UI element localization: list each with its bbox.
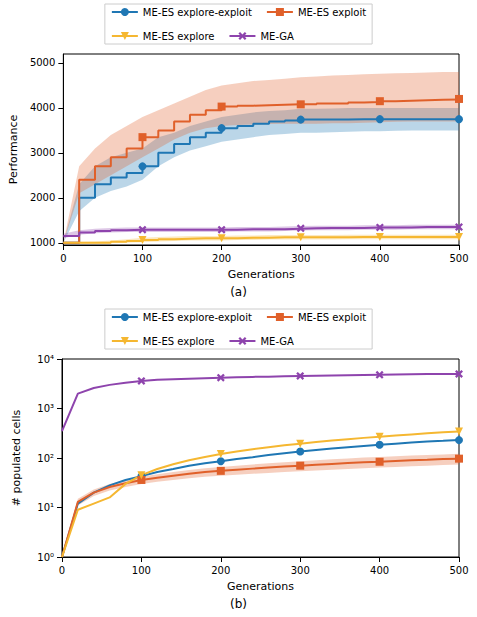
svg-text:ME-ES exploit: ME-ES exploit xyxy=(298,7,366,18)
svg-text:1000: 1000 xyxy=(30,237,55,248)
svg-text:Performance: Performance xyxy=(7,114,20,184)
svg-text:200: 200 xyxy=(211,565,230,576)
svg-text:(b): (b) xyxy=(230,597,247,611)
svg-text:300: 300 xyxy=(291,253,310,264)
svg-text:300: 300 xyxy=(291,565,310,576)
svg-text:(a): (a) xyxy=(230,285,247,299)
svg-text:ME-ES explore-exploit: ME-ES explore-exploit xyxy=(143,312,252,323)
svg-text:Generations: Generations xyxy=(227,580,294,593)
svg-text:10¹: 10¹ xyxy=(37,502,54,513)
svg-text:ME-GA: ME-GA xyxy=(260,336,294,347)
svg-text:100: 100 xyxy=(132,565,151,576)
svg-text:ME-ES exploit: ME-ES exploit xyxy=(298,312,366,323)
svg-text:4000: 4000 xyxy=(30,102,55,113)
svg-text:0: 0 xyxy=(60,253,66,264)
svg-text:ME-ES explore-exploit: ME-ES explore-exploit xyxy=(143,7,252,18)
svg-text:100: 100 xyxy=(133,253,152,264)
svg-text:10⁰: 10⁰ xyxy=(37,552,54,563)
svg-text:10²: 10² xyxy=(37,453,54,464)
svg-text:400: 400 xyxy=(370,565,389,576)
svg-text:400: 400 xyxy=(370,253,389,264)
svg-text:3000: 3000 xyxy=(30,147,55,158)
svg-text:200: 200 xyxy=(212,253,231,264)
svg-text:0: 0 xyxy=(59,565,65,576)
svg-text:ME-ES explore: ME-ES explore xyxy=(143,336,215,347)
svg-text:ME-GA: ME-GA xyxy=(260,31,294,42)
svg-text:Generations: Generations xyxy=(228,268,295,281)
svg-text:10³: 10³ xyxy=(37,403,54,414)
svg-text:# populated cells: # populated cells xyxy=(10,410,23,507)
svg-text:ME-ES explore: ME-ES explore xyxy=(143,31,215,42)
svg-text:5000: 5000 xyxy=(30,57,55,68)
svg-text:500: 500 xyxy=(449,565,468,576)
svg-text:500: 500 xyxy=(449,253,468,264)
svg-text:2000: 2000 xyxy=(30,192,55,203)
svg-text:10⁴: 10⁴ xyxy=(37,354,54,365)
